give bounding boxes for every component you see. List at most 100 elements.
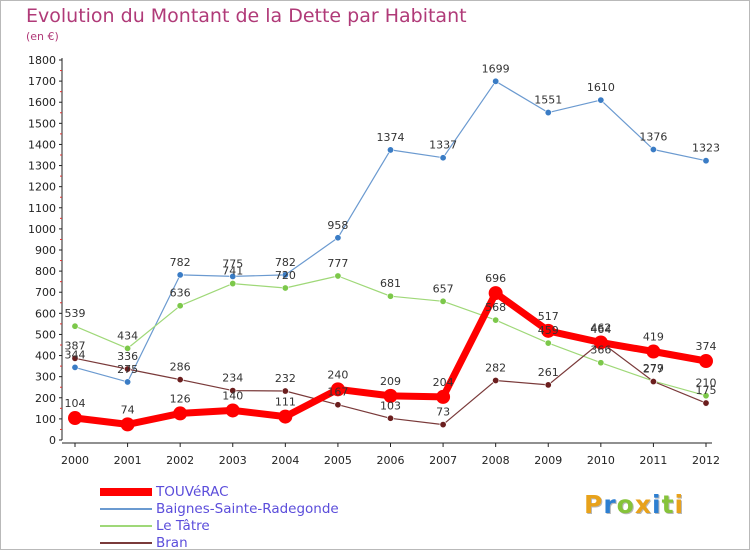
y-tick-label: 100 — [35, 413, 56, 426]
logo-letter: r — [603, 490, 617, 519]
legend-swatch-le-tatre — [100, 525, 152, 527]
data-label: 1376 — [639, 131, 667, 144]
proxiti-logo: Proxiti — [584, 490, 684, 519]
data-label: 657 — [433, 282, 454, 295]
data-point — [71, 354, 79, 362]
logo-letter: P — [584, 490, 604, 519]
y-tick-label: 400 — [35, 350, 56, 363]
data-label: 240 — [327, 368, 348, 381]
data-label: 387 — [65, 339, 86, 352]
data-label: 74 — [121, 403, 135, 416]
x-tick-label: 2007 — [429, 454, 457, 467]
data-point — [593, 335, 608, 350]
data-point — [225, 403, 240, 418]
data-label: 1610 — [587, 81, 615, 94]
y-tick-label: 0 — [49, 434, 56, 447]
data-point — [124, 378, 132, 386]
data-label: 167 — [327, 386, 348, 399]
data-label: 459 — [538, 324, 559, 337]
data-label: 777 — [327, 257, 348, 270]
data-point — [71, 322, 79, 330]
data-point — [439, 297, 447, 305]
data-label: 1374 — [377, 131, 405, 144]
y-tick-label: 1200 — [28, 181, 56, 194]
data-point — [699, 354, 713, 369]
y-tick-label: 1700 — [28, 75, 56, 88]
data-point — [544, 381, 552, 389]
data-point — [334, 272, 342, 280]
y-tick-label: 300 — [35, 371, 56, 384]
data-point — [124, 365, 132, 373]
data-point — [278, 409, 293, 424]
data-label: 73 — [436, 406, 450, 419]
legend-label-le-tatre: Le Tâtre — [156, 518, 210, 534]
data-point — [597, 359, 605, 367]
data-point — [649, 146, 657, 154]
data-label: 175 — [696, 384, 717, 397]
data-point — [124, 344, 132, 352]
logo-letter: i — [652, 490, 662, 519]
x-tick-label: 2012 — [692, 454, 720, 467]
logo-letter: i — [674, 490, 685, 519]
chart-subtitle: (en €) — [26, 30, 59, 43]
data-label: 1699 — [482, 62, 510, 75]
data-label: 103 — [380, 399, 401, 412]
logo-letter: o — [616, 490, 635, 519]
y-tick-label: 1400 — [28, 138, 56, 151]
data-label: 275 — [117, 363, 138, 376]
data-point — [176, 271, 184, 279]
legend-swatch-baignes — [100, 508, 152, 510]
data-point — [68, 411, 82, 426]
data-label: 434 — [117, 329, 138, 342]
data-point — [281, 284, 289, 292]
y-tick-label: 800 — [35, 265, 56, 278]
data-label: 958 — [327, 219, 348, 232]
legend-swatch-touverac — [100, 488, 152, 496]
data-label: 209 — [380, 375, 401, 388]
y-tick-label: 1000 — [28, 223, 56, 236]
data-point — [492, 316, 500, 324]
data-point — [383, 388, 398, 403]
x-tick-label: 2009 — [534, 454, 562, 467]
x-tick-label: 2002 — [166, 454, 194, 467]
y-tick-label: 700 — [35, 286, 56, 299]
data-label: 696 — [485, 272, 506, 285]
data-point — [544, 339, 552, 347]
x-tick-label: 2006 — [377, 454, 405, 467]
legend-label-touverac: TOUVéRAC — [156, 484, 229, 500]
data-point — [649, 378, 657, 386]
data-label: 568 — [485, 301, 506, 314]
x-tick-label: 2001 — [114, 454, 142, 467]
logo-letter: x — [634, 490, 652, 519]
data-label: 775 — [222, 257, 243, 270]
data-point — [176, 376, 184, 384]
data-point — [439, 154, 447, 162]
data-point — [597, 96, 605, 104]
data-point — [646, 344, 661, 359]
data-point — [120, 417, 135, 432]
data-label: 336 — [117, 350, 138, 363]
y-tick-label: 1300 — [28, 160, 56, 173]
data-label: 782 — [170, 256, 191, 269]
x-tick-label: 2008 — [482, 454, 510, 467]
data-label: 126 — [170, 392, 191, 405]
data-label: 374 — [696, 340, 717, 353]
data-point — [229, 272, 237, 280]
data-label: 232 — [275, 372, 296, 385]
data-point — [229, 280, 237, 288]
data-point — [544, 109, 552, 117]
x-tick-label: 2011 — [639, 454, 667, 467]
data-point — [386, 146, 394, 154]
data-point — [71, 363, 79, 371]
data-point — [492, 376, 500, 384]
data-label: 419 — [643, 331, 664, 344]
data-label: 282 — [485, 361, 506, 374]
data-point — [330, 382, 345, 397]
data-label: 1551 — [534, 94, 562, 107]
data-label: 210 — [696, 377, 717, 390]
data-point — [488, 286, 503, 301]
data-label: 741 — [222, 265, 243, 278]
y-tick-label: 200 — [35, 392, 56, 405]
